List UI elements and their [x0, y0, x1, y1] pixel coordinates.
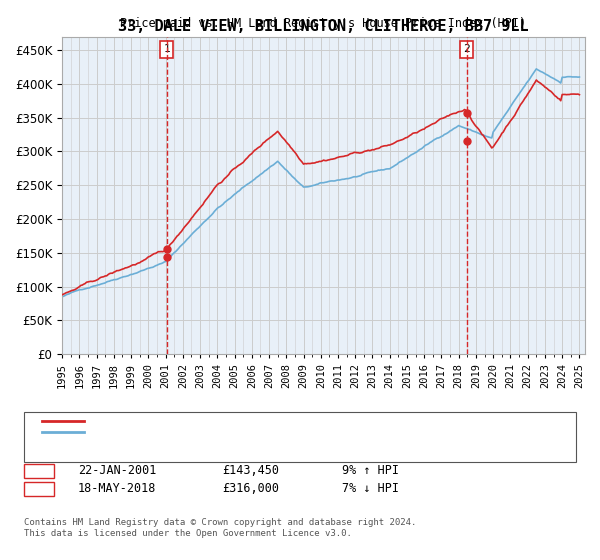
- Text: £316,000: £316,000: [222, 482, 279, 495]
- Text: Contains HM Land Registry data © Crown copyright and database right 2024.
This d: Contains HM Land Registry data © Crown c…: [24, 518, 416, 538]
- Text: HPI: Average price, detached house, Ribble Valley: HPI: Average price, detached house, Ribb…: [93, 427, 399, 437]
- Text: £143,450: £143,450: [222, 464, 279, 477]
- Text: 9% ↑ HPI: 9% ↑ HPI: [342, 464, 399, 477]
- Text: 33, DALE VIEW, BILLINGTON, CLITHEROE, BB7 9LL (detached house): 33, DALE VIEW, BILLINGTON, CLITHEROE, BB…: [93, 416, 481, 426]
- Text: 22-JAN-2001: 22-JAN-2001: [78, 464, 157, 477]
- Text: 2: 2: [463, 44, 470, 54]
- Text: 2: 2: [35, 482, 43, 495]
- Text: 18-MAY-2018: 18-MAY-2018: [78, 482, 157, 495]
- Title: 33, DALE VIEW, BILLINGTON, CLITHEROE, BB7 9LL: 33, DALE VIEW, BILLINGTON, CLITHEROE, BB…: [118, 19, 529, 34]
- Text: 1: 1: [163, 44, 170, 54]
- Text: Price paid vs. HM Land Registry's House Price Index (HPI): Price paid vs. HM Land Registry's House …: [120, 17, 526, 30]
- Text: 7% ↓ HPI: 7% ↓ HPI: [342, 482, 399, 495]
- Text: 1: 1: [35, 464, 43, 477]
